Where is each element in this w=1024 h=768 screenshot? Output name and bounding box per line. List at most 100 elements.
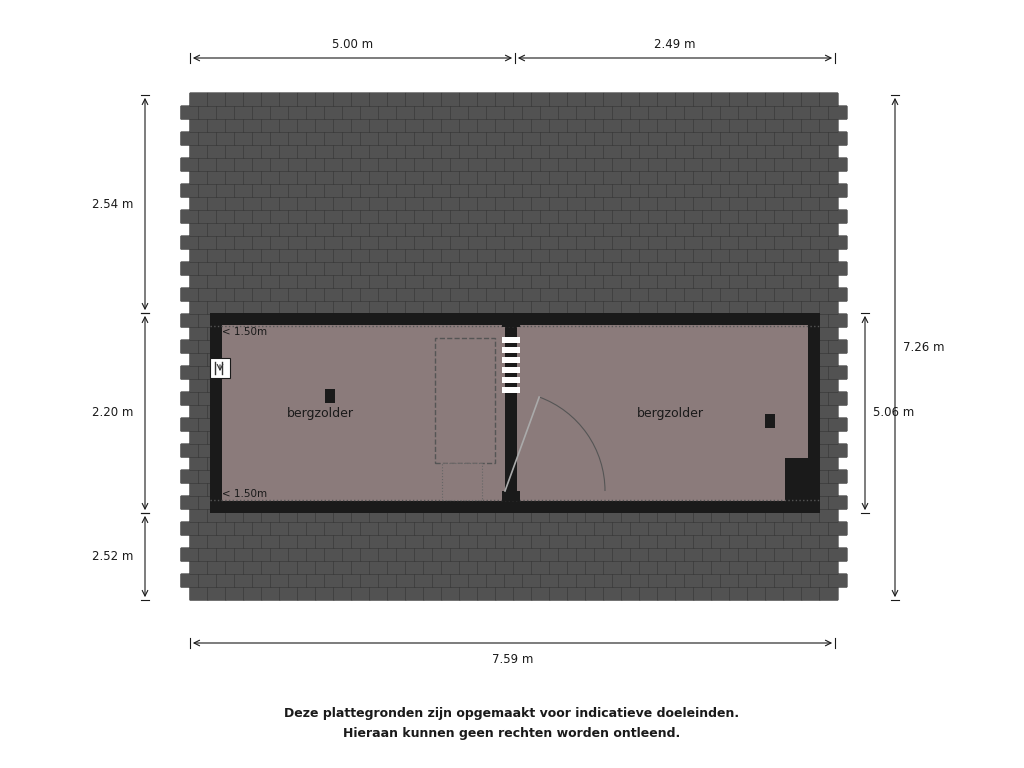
FancyBboxPatch shape <box>766 483 784 496</box>
Bar <box>502 491 520 501</box>
FancyBboxPatch shape <box>199 262 217 276</box>
FancyBboxPatch shape <box>577 262 595 276</box>
FancyBboxPatch shape <box>586 457 604 471</box>
FancyBboxPatch shape <box>180 418 200 432</box>
FancyBboxPatch shape <box>199 106 217 120</box>
FancyBboxPatch shape <box>306 184 326 197</box>
FancyBboxPatch shape <box>531 483 550 496</box>
FancyBboxPatch shape <box>577 131 595 145</box>
FancyBboxPatch shape <box>199 392 217 406</box>
FancyBboxPatch shape <box>577 521 595 535</box>
FancyBboxPatch shape <box>586 197 604 210</box>
FancyBboxPatch shape <box>603 223 623 237</box>
FancyBboxPatch shape <box>648 288 668 302</box>
FancyBboxPatch shape <box>766 119 784 133</box>
FancyBboxPatch shape <box>460 223 478 237</box>
FancyBboxPatch shape <box>351 561 371 574</box>
Text: Hieraan kunnen geen rechten worden ontleend.: Hieraan kunnen geen rechten worden ontle… <box>343 727 681 740</box>
FancyBboxPatch shape <box>216 184 236 197</box>
FancyBboxPatch shape <box>334 457 352 471</box>
FancyBboxPatch shape <box>234 418 253 432</box>
FancyBboxPatch shape <box>280 379 298 392</box>
FancyBboxPatch shape <box>477 275 497 289</box>
FancyBboxPatch shape <box>595 210 613 223</box>
FancyBboxPatch shape <box>631 157 649 171</box>
FancyBboxPatch shape <box>396 392 416 406</box>
FancyBboxPatch shape <box>757 184 775 197</box>
FancyBboxPatch shape <box>721 131 739 145</box>
FancyBboxPatch shape <box>460 379 478 392</box>
FancyBboxPatch shape <box>513 483 532 496</box>
FancyBboxPatch shape <box>513 587 532 601</box>
FancyBboxPatch shape <box>225 197 245 210</box>
FancyBboxPatch shape <box>469 418 487 432</box>
FancyBboxPatch shape <box>298 326 316 340</box>
FancyBboxPatch shape <box>631 313 649 327</box>
FancyBboxPatch shape <box>558 288 578 302</box>
FancyBboxPatch shape <box>189 561 208 574</box>
FancyBboxPatch shape <box>387 170 407 184</box>
FancyBboxPatch shape <box>684 210 703 223</box>
FancyBboxPatch shape <box>595 444 613 458</box>
FancyBboxPatch shape <box>486 366 505 379</box>
FancyBboxPatch shape <box>424 249 442 263</box>
FancyBboxPatch shape <box>396 444 416 458</box>
FancyBboxPatch shape <box>721 288 739 302</box>
FancyBboxPatch shape <box>225 431 245 445</box>
FancyBboxPatch shape <box>702 157 721 171</box>
FancyBboxPatch shape <box>253 236 271 250</box>
FancyBboxPatch shape <box>684 444 703 458</box>
FancyBboxPatch shape <box>811 184 829 197</box>
FancyBboxPatch shape <box>550 535 568 548</box>
FancyBboxPatch shape <box>748 353 766 366</box>
FancyBboxPatch shape <box>721 548 739 561</box>
FancyBboxPatch shape <box>657 379 676 392</box>
FancyBboxPatch shape <box>802 301 820 315</box>
FancyBboxPatch shape <box>379 106 397 120</box>
FancyBboxPatch shape <box>234 521 253 535</box>
FancyBboxPatch shape <box>441 326 461 340</box>
FancyBboxPatch shape <box>648 470 668 484</box>
FancyBboxPatch shape <box>648 210 668 223</box>
FancyBboxPatch shape <box>460 508 478 522</box>
FancyBboxPatch shape <box>513 405 532 419</box>
FancyBboxPatch shape <box>550 379 568 392</box>
Text: 5.00 m: 5.00 m <box>332 38 373 51</box>
FancyBboxPatch shape <box>550 249 568 263</box>
FancyBboxPatch shape <box>738 366 758 379</box>
FancyBboxPatch shape <box>522 470 542 484</box>
FancyBboxPatch shape <box>648 548 668 561</box>
FancyBboxPatch shape <box>306 495 326 509</box>
FancyBboxPatch shape <box>550 561 568 574</box>
FancyBboxPatch shape <box>558 418 578 432</box>
FancyBboxPatch shape <box>253 210 271 223</box>
FancyBboxPatch shape <box>496 119 514 133</box>
FancyBboxPatch shape <box>783 93 802 107</box>
FancyBboxPatch shape <box>648 574 668 588</box>
FancyBboxPatch shape <box>441 119 461 133</box>
Text: 7.59 m: 7.59 m <box>492 653 534 666</box>
FancyBboxPatch shape <box>370 93 388 107</box>
FancyBboxPatch shape <box>612 470 632 484</box>
FancyBboxPatch shape <box>496 93 514 107</box>
FancyBboxPatch shape <box>199 313 217 327</box>
FancyBboxPatch shape <box>522 288 542 302</box>
FancyBboxPatch shape <box>387 508 407 522</box>
FancyBboxPatch shape <box>612 157 632 171</box>
FancyBboxPatch shape <box>505 339 523 353</box>
FancyBboxPatch shape <box>693 249 713 263</box>
FancyBboxPatch shape <box>522 444 542 458</box>
FancyBboxPatch shape <box>550 119 568 133</box>
FancyBboxPatch shape <box>396 236 416 250</box>
FancyBboxPatch shape <box>469 131 487 145</box>
FancyBboxPatch shape <box>603 405 623 419</box>
FancyBboxPatch shape <box>360 548 379 561</box>
FancyBboxPatch shape <box>234 339 253 353</box>
FancyBboxPatch shape <box>334 301 352 315</box>
FancyBboxPatch shape <box>531 561 550 574</box>
FancyBboxPatch shape <box>721 418 739 432</box>
FancyBboxPatch shape <box>334 119 352 133</box>
FancyBboxPatch shape <box>360 418 379 432</box>
FancyBboxPatch shape <box>793 418 811 432</box>
FancyBboxPatch shape <box>244 170 262 184</box>
